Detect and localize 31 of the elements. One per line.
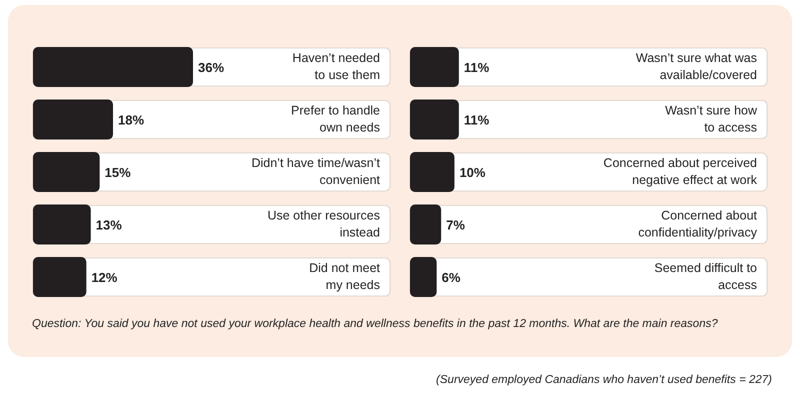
bar xyxy=(410,204,442,244)
data-label: 6% xyxy=(442,270,461,285)
bar xyxy=(33,100,113,140)
y-tick-label: Did not meet my needs xyxy=(309,261,381,292)
data-label: 36% xyxy=(198,60,224,75)
y-tick-label: Use other resources instead xyxy=(267,208,380,240)
bar xyxy=(410,152,454,192)
data-label: 7% xyxy=(446,218,466,232)
y-tick-label: Wasn’t sure what was available/covered xyxy=(636,51,758,82)
text: Question: You said you have not used your workplace health and wellness benefits in the past 12 months. What are the main reasons? xyxy=(32,318,718,330)
y-tick-label: Seemed difficult to access xyxy=(654,261,758,292)
bar xyxy=(410,47,459,87)
bar xyxy=(410,100,459,140)
data-label: 13% xyxy=(96,218,122,232)
data-label: 11% xyxy=(464,60,490,75)
bar xyxy=(33,204,91,244)
data-label: 18% xyxy=(118,112,144,128)
text: (Surveyed employed Canadians who haven’t used benefits = 227) xyxy=(436,374,772,386)
y-tick-label: Prefer to handle own needs xyxy=(291,104,380,134)
data-label: 15% xyxy=(104,165,132,180)
data-label: 12% xyxy=(91,270,118,285)
bar xyxy=(33,257,86,297)
y-tick-label: Haven’t needed to use them xyxy=(292,51,380,82)
bar xyxy=(33,152,100,192)
y-tick-label: Concerned about perceived negative effect at work xyxy=(603,156,758,187)
data-label: 11% xyxy=(464,112,490,128)
y-tick-label: Wasn’t sure how to access xyxy=(665,104,758,134)
y-tick-label: Concerned about confidentiality/privacy xyxy=(638,208,758,240)
y-tick-label: Didn’t have time/wasn’t convenient xyxy=(251,156,381,187)
data-label: 10% xyxy=(459,165,486,180)
bar xyxy=(410,257,437,297)
